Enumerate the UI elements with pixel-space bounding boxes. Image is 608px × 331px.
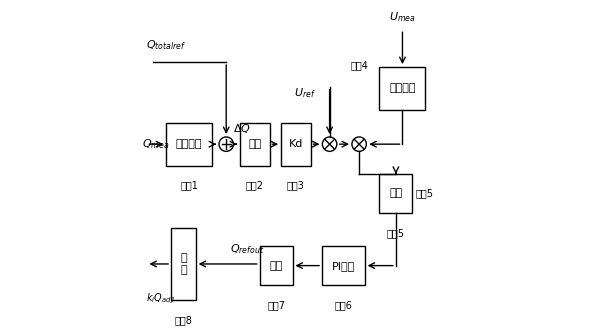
Text: $Q_{totalref}$: $Q_{totalref}$ — [147, 38, 187, 52]
Text: 模块5: 模块5 — [387, 228, 405, 238]
Text: 模块2: 模块2 — [246, 180, 264, 190]
Text: $U_{ref}$: $U_{ref}$ — [294, 86, 316, 100]
FancyBboxPatch shape — [281, 123, 311, 166]
FancyBboxPatch shape — [379, 174, 412, 213]
Text: 整合: 整合 — [269, 260, 283, 271]
Text: 采样延时: 采样延时 — [176, 139, 202, 149]
Text: $Q_{mea}$: $Q_{mea}$ — [142, 137, 169, 151]
Text: 采样延时: 采样延时 — [389, 83, 416, 93]
Text: 模块7: 模块7 — [267, 300, 285, 310]
Text: 模块1: 模块1 — [180, 180, 198, 190]
Text: $U_{mea}$: $U_{mea}$ — [389, 11, 416, 24]
Text: 模块6: 模块6 — [334, 300, 352, 310]
Text: 模块5: 模块5 — [416, 188, 434, 198]
Text: 死区: 死区 — [389, 188, 402, 198]
Text: 分
配: 分 配 — [180, 253, 187, 275]
Text: $Q_{refout}$: $Q_{refout}$ — [230, 242, 264, 256]
Text: $\Delta Q$: $\Delta Q$ — [233, 122, 251, 135]
FancyBboxPatch shape — [322, 246, 365, 285]
FancyBboxPatch shape — [260, 246, 292, 285]
Text: 模块3: 模块3 — [287, 180, 305, 190]
Text: $k_i Q_{adji}$: $k_i Q_{adji}$ — [147, 292, 176, 306]
Text: 模块8: 模块8 — [174, 315, 192, 325]
FancyBboxPatch shape — [379, 67, 426, 110]
Text: 死区: 死区 — [248, 139, 261, 149]
FancyBboxPatch shape — [240, 123, 269, 166]
Text: PI环节: PI环节 — [332, 260, 355, 271]
FancyBboxPatch shape — [171, 228, 196, 300]
FancyBboxPatch shape — [166, 123, 212, 166]
Text: 模块4: 模块4 — [350, 60, 368, 71]
Text: Kd: Kd — [289, 139, 303, 149]
